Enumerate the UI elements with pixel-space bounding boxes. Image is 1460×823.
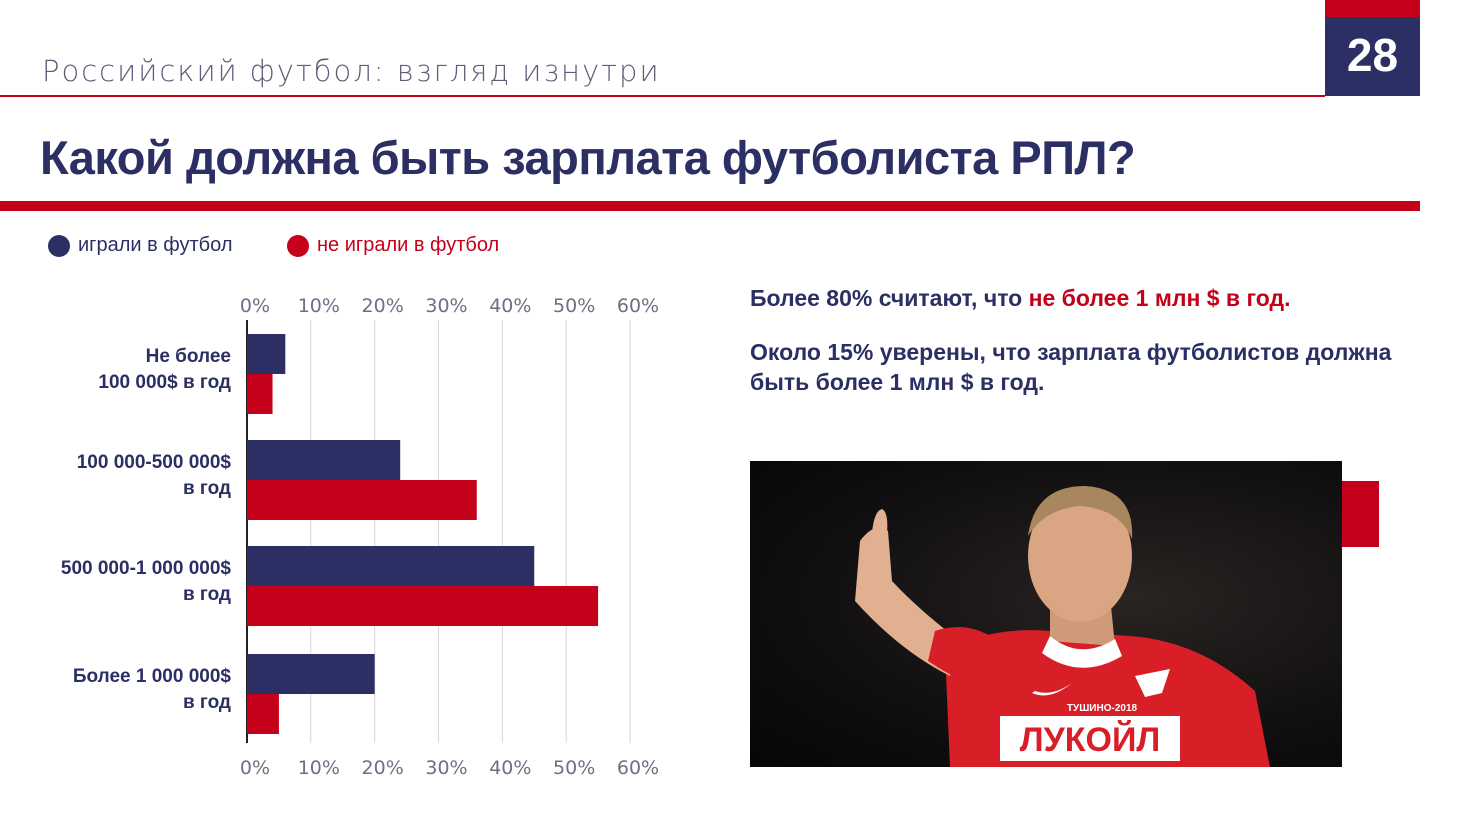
- header-rule: [0, 95, 1325, 97]
- bar: [247, 546, 535, 586]
- sleeve-shape: [928, 627, 990, 686]
- category-label: Не более: [146, 346, 231, 367]
- tick-label-top: 40%: [489, 295, 531, 317]
- shirt-sponsor-text: ЛУКОЙЛ: [1020, 720, 1161, 759]
- salary-bar-chart: 0% 0% 10% 10% 20% 20% 30% 30% 40% 40% 50% 50% 60% 60%…: [61, 295, 659, 779]
- legend-dot-red-icon: [287, 234, 309, 257]
- tick-label-top: 50%: [553, 295, 595, 317]
- decorative-red-block: [1342, 481, 1379, 547]
- category-label: 100 000-500 000$: [77, 452, 232, 473]
- shirt-small-text: ТУШИНО-2018: [1067, 703, 1138, 714]
- tick-label-bottom: 40%: [489, 757, 531, 779]
- hair-shape: [1028, 486, 1133, 539]
- bar: [247, 374, 273, 414]
- thumb-shape: [872, 509, 888, 543]
- tick-label-top: 60%: [617, 295, 659, 317]
- sponsor-band-shape: [1000, 716, 1180, 761]
- category-label: Более 1 000 000$: [73, 666, 232, 687]
- tick-label-bottom: 50%: [553, 757, 595, 779]
- note-15-percent: Около 15% уверены, что зарплата футболис…: [750, 339, 1392, 395]
- tick-label-bottom: 0%: [240, 757, 270, 779]
- brand-swoosh-icon: [1032, 683, 1072, 696]
- tick-label-top: 20%: [362, 295, 404, 317]
- slide-title: Какой должна быть зарплата футболиста РП…: [40, 131, 1136, 184]
- player-illustration-icon: ЛУКОЙЛ ТУШИНО-2018: [855, 486, 1270, 767]
- tick-label-bottom: 20%: [362, 757, 404, 779]
- note-80-percent: Более 80% считают, что не более 1 млн $ …: [750, 283, 1290, 313]
- legend-label-not-played: не играли в футбол: [317, 234, 500, 256]
- title-rule: [0, 201, 1420, 211]
- tick-label-bottom: 10%: [298, 757, 340, 779]
- legend-dot-navy-icon: [48, 234, 70, 257]
- category-label: 100 000$ в год: [98, 372, 231, 393]
- tick-label-top: 10%: [298, 295, 340, 317]
- club-crest-icon: [1135, 669, 1170, 697]
- category-label: в год: [183, 478, 231, 499]
- category-label: в год: [183, 584, 231, 605]
- bar: [247, 334, 286, 374]
- legend-item-played: играли в футбол: [48, 234, 233, 257]
- note1-text: Более 80% считают, что: [750, 285, 1029, 311]
- legend-item-not-played: не играли в футбол: [287, 234, 499, 257]
- category-label: в год: [183, 692, 231, 713]
- bar: [247, 480, 477, 520]
- legend-label-played: играли в футбол: [78, 234, 233, 256]
- note1-accent: не более 1 млн $ в год.: [1028, 285, 1291, 311]
- bar: [247, 654, 375, 694]
- category-label: 500 000-1 000 000$: [61, 558, 232, 579]
- tick-label-top: 30%: [425, 295, 467, 317]
- collar-shape: [1042, 636, 1122, 668]
- page-number: 28: [1325, 0, 1420, 96]
- football-player-photo: ЛУКОЙЛ ТУШИНО-2018: [750, 461, 1342, 767]
- bar: [247, 440, 401, 480]
- presentation-subtitle: Российский футбол: взгляд изнутри: [42, 54, 661, 88]
- tick-label-bottom: 60%: [617, 757, 659, 779]
- bar: [247, 586, 599, 626]
- tick-label-bottom: 30%: [425, 757, 467, 779]
- head-shape: [1028, 490, 1132, 622]
- bar: [247, 694, 279, 734]
- tick-label-top: 0%: [240, 295, 270, 317]
